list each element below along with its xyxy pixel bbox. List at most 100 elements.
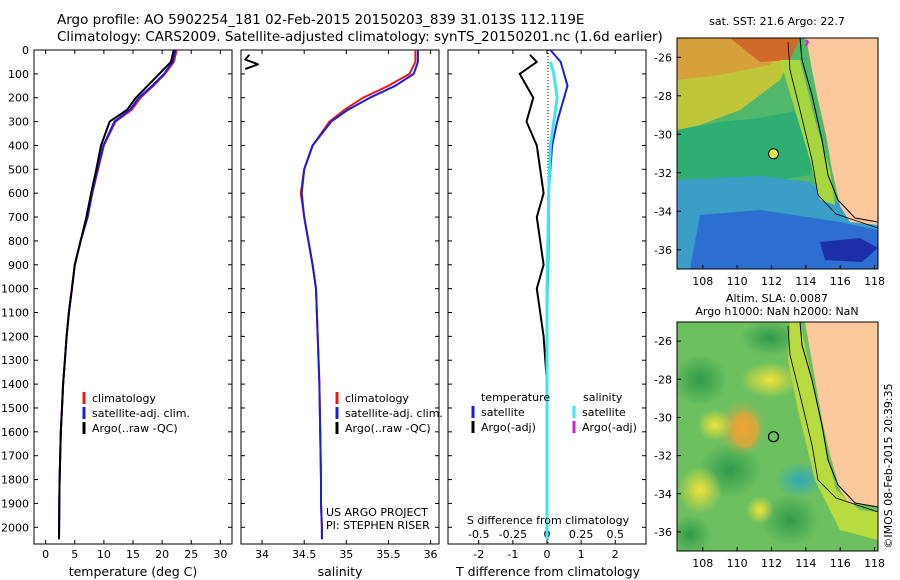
map-y-tick-label: -32	[654, 167, 672, 180]
legend-label-climatology: climatology	[92, 392, 156, 405]
legend-label-argo: Argo(..raw -QC)	[345, 422, 431, 435]
figure-title-line1: Argo profile: AO 5902254_181 02-Feb-2015…	[57, 12, 584, 28]
legend-label-climatology: climatology	[345, 392, 409, 405]
map-x-tick-label: 108	[692, 275, 713, 288]
map-y-tick-label: -34	[654, 488, 672, 501]
temperature-legend: climatology satellite-adj. clim. Argo(..…	[82, 392, 190, 435]
temperature-axes-frame	[33, 49, 233, 545]
difference-series	[518, 49, 569, 540]
y-tick-label: 1400	[1, 378, 29, 391]
y-tick-label: 1500	[1, 402, 29, 415]
sst-map-title: sat. SST: 21.6 Argo: 22.7	[709, 15, 845, 28]
map-y-tick-label: -28	[654, 90, 672, 103]
map-y-tick-label: -26	[654, 335, 672, 348]
legend-label-argo: Argo(..raw -QC)	[92, 422, 178, 435]
legend-header-salinity: salinity	[583, 391, 623, 404]
y-tick-label: 200	[8, 92, 29, 105]
y-tick-label: 1700	[1, 450, 29, 463]
series-line-climatology	[299, 50, 417, 540]
difference-legend: temperature salinity satellite Argo(-adj…	[471, 391, 637, 434]
temperature-series	[58, 49, 178, 540]
sla-field	[677, 322, 878, 551]
argo-float-marker	[768, 148, 779, 160]
y-tick-label: 1000	[1, 283, 29, 296]
x-tick-label: 20	[155, 548, 169, 561]
series-line-satellite-adj-clim	[300, 50, 419, 540]
y-tick-label: 2000	[1, 521, 29, 534]
s-difference-xlabel: S difference from climatology	[467, 514, 630, 527]
map-x-tick-label: 116	[830, 557, 851, 570]
pi-annotation: PI: STEPHEN RISER	[326, 519, 430, 532]
sla-map-title: Altim. SLA: 0.0087	[726, 292, 828, 305]
legend-label-satellite: satellite-adj. clim.	[345, 407, 443, 420]
map-x-tick-label: 110	[727, 275, 748, 288]
x-tick-label: 0	[544, 548, 551, 561]
map-y-tick-label: -26	[654, 51, 672, 64]
top-x-tick-label: -0.25	[499, 528, 527, 541]
map-x-tick-label: 116	[830, 275, 851, 288]
x-tick-label: 35	[339, 548, 353, 561]
sst-map-frame	[676, 37, 879, 270]
series-line-climatology	[58, 49, 178, 540]
map-x-tick-label: 118	[864, 275, 885, 288]
series-line-satellite-adj-clim	[58, 49, 177, 540]
y-tick-label: 1300	[1, 354, 29, 367]
argo-float-marker	[767, 431, 780, 443]
map-y-tick-label: -36	[654, 244, 672, 257]
land-western-australia	[805, 38, 878, 225]
top-x-tick-label: 0.25	[569, 528, 594, 541]
difference-ticks: -2 -1 0 1 2-0.5 -0.25 0 0.25 0.5	[448, 49, 646, 561]
map-y-tick-label: -28	[654, 373, 672, 386]
salinity-legend: climatology satellite-adj. clim. Argo(..…	[335, 392, 443, 435]
y-tick-label: 0	[22, 44, 29, 57]
x-tick-label: 34	[255, 548, 269, 561]
sla-map-frame	[676, 321, 879, 552]
map-y-tick-label: -34	[654, 205, 672, 218]
salinity-series	[244, 50, 419, 540]
x-tick-label: 15	[126, 548, 140, 561]
series-line-argo-raw-qc	[58, 49, 175, 540]
y-tick-label: 1900	[1, 497, 29, 510]
map-x-tick-label: 110	[727, 557, 748, 570]
y-tick-label: 1100	[1, 307, 29, 320]
legend-header-temperature: temperature	[481, 391, 550, 404]
x-tick-label: 10	[97, 548, 111, 561]
x-tick-label: 34.5	[292, 548, 317, 561]
legend-label-satellite: satellite-adj. clim.	[92, 407, 190, 420]
salinity-axes-frame	[240, 49, 440, 545]
x-tick-label: 25	[184, 548, 198, 561]
x-tick-label: -2	[473, 548, 484, 561]
y-tick-label: 400	[8, 139, 29, 152]
y-tick-label: 600	[8, 187, 29, 200]
y-tick-label: 300	[8, 116, 29, 129]
y-tick-label: 700	[8, 211, 29, 224]
map-x-tick-label: 118	[864, 557, 885, 570]
top-x-tick-label: -0.5	[468, 528, 489, 541]
y-tick-label: 1600	[1, 426, 29, 439]
sst-map: sat. SST: 21.6 Argo: 22.7 108 110 112 114 11…	[654, 15, 885, 288]
salinity-ticks: 34 34.5 35 35.5 36	[241, 49, 439, 561]
salinity-panel: 34 34.5 35 35.5 36 climatology satellite-adj…	[240, 49, 443, 579]
map-x-tick-label: 114	[795, 275, 816, 288]
series-line-argo-adj	[518, 54, 548, 432]
map-y-tick-label: -30	[654, 411, 672, 424]
x-tick-label: 0	[42, 548, 49, 561]
series-line-argo-raw-qc	[244, 54, 259, 71]
t-difference-xlabel: T difference from climatology	[455, 564, 641, 579]
temperature-ticks: 0 5 10 15 20 25 300100200300400500600700800900…	[1, 44, 232, 561]
sst-map-ticks: 108 110 112 114 116 118 -26 -28 -30 -32 -34 -36	[654, 51, 885, 288]
map-x-tick-label: 112	[761, 557, 782, 570]
map-x-tick-label: 114	[795, 557, 816, 570]
map-x-tick-label: 112	[761, 275, 782, 288]
sla-map-subtitle: Argo h1000: NaN h2000: NaN	[695, 305, 858, 318]
map-y-tick-label: -32	[654, 450, 672, 463]
x-tick-label: 5	[71, 548, 78, 561]
y-tick-label: 1200	[1, 330, 29, 343]
top-x-tick-label: 0.5	[607, 528, 625, 541]
map-y-tick-label: -30	[654, 128, 672, 141]
y-tick-label: 500	[8, 163, 29, 176]
x-tick-label: 36	[424, 548, 438, 561]
legend-label-s-argo: Argo(-adj)	[582, 421, 637, 434]
x-tick-label: 30	[213, 548, 227, 561]
x-tick-label: -1	[507, 548, 518, 561]
